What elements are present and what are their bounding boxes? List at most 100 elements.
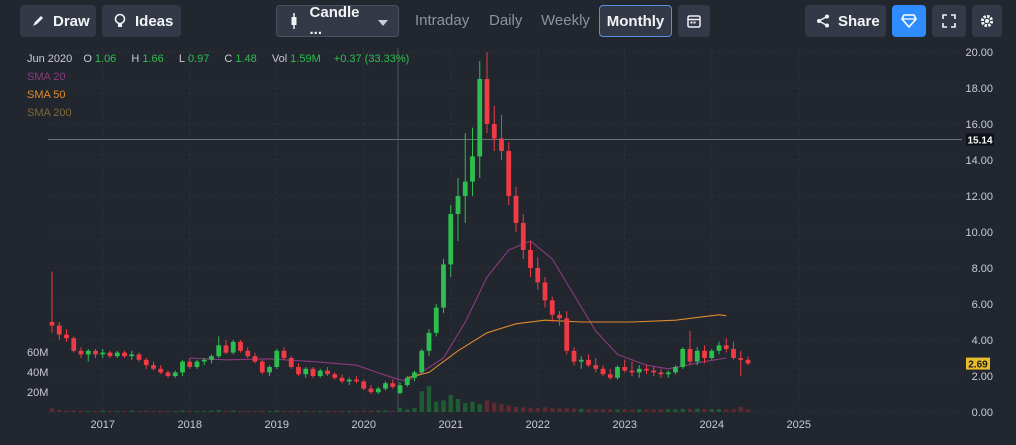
- volume-bar: [731, 408, 736, 412]
- volume-bar: [455, 399, 461, 412]
- volume-bar: [187, 410, 192, 412]
- share-button[interactable]: Share: [805, 5, 886, 37]
- volume-bar: [658, 409, 664, 412]
- candle: [187, 358, 193, 369]
- candle-body: [100, 352, 106, 355]
- candle: [528, 241, 533, 277]
- y-tick-label: 4.00: [972, 335, 993, 347]
- volume-bar: [71, 410, 76, 412]
- candle: [586, 354, 591, 367]
- volume-bar: [93, 410, 98, 412]
- candle-body: [230, 341, 236, 353]
- volume-bar: [136, 410, 142, 412]
- volume-bar: [122, 410, 127, 412]
- candle: [49, 271, 55, 333]
- candle-body: [404, 377, 410, 385]
- settings-button[interactable]: [972, 5, 1002, 37]
- volume-bar: [695, 408, 700, 412]
- candle-body: [491, 124, 497, 139]
- candle-body: [281, 350, 287, 358]
- y-tick-label: 12.00: [965, 191, 993, 203]
- candle-body: [317, 370, 323, 376]
- candle-body: [165, 372, 171, 376]
- tab-weekly[interactable]: Weekly: [541, 12, 590, 29]
- candle-body: [477, 79, 483, 157]
- candle: [317, 368, 323, 378]
- candle-body: [629, 370, 635, 373]
- candle-body: [651, 370, 657, 373]
- candle-body: [419, 350, 425, 373]
- candle-body: [201, 359, 207, 362]
- volume-bar: [64, 410, 69, 412]
- calendar-button[interactable]: [678, 5, 710, 37]
- ideas-button[interactable]: Ideas: [102, 5, 181, 37]
- candle-body: [723, 345, 729, 349]
- candle: [201, 358, 207, 366]
- chart-type-label: Candle ...: [309, 4, 360, 38]
- candle: [114, 350, 120, 358]
- tab-monthly[interactable]: Monthly: [599, 5, 672, 37]
- candle: [636, 365, 642, 378]
- volume-bar: [579, 408, 584, 412]
- candle-body: [462, 181, 468, 196]
- candle-body: [549, 300, 555, 315]
- candle-body: [310, 368, 316, 376]
- candle: [71, 336, 77, 353]
- candle: [172, 370, 178, 378]
- candle-body: [288, 358, 294, 367]
- candle: [731, 341, 736, 360]
- x-tick-label: 2025: [787, 419, 811, 431]
- candle: [477, 61, 483, 178]
- candle-body: [252, 356, 258, 362]
- volume-tick-label: 60M: [27, 347, 48, 359]
- candle: [433, 304, 439, 337]
- premium-button[interactable]: [892, 5, 926, 37]
- volume-bar: [86, 410, 91, 412]
- volume-bar: [209, 410, 214, 412]
- candle-body: [535, 268, 541, 283]
- candle-body: [129, 354, 135, 357]
- volume-bar: [644, 409, 649, 412]
- last-price-label: 2.69: [968, 360, 988, 371]
- candle-body: [448, 214, 454, 265]
- fullscreen-button[interactable]: [932, 5, 966, 37]
- legend-open-value: 1.06: [94, 53, 117, 65]
- volume-bar: [173, 410, 178, 412]
- candle: [209, 354, 214, 364]
- candle: [571, 347, 577, 366]
- volume-bar: [289, 410, 294, 412]
- candle: [491, 106, 497, 151]
- x-tick-label: 2017: [91, 419, 115, 431]
- volume-bar: [405, 409, 410, 412]
- tab-intraday[interactable]: Intraday: [415, 12, 470, 29]
- candle-body: [397, 385, 403, 393]
- volume-bar: [390, 410, 395, 412]
- volume-bar: [383, 410, 388, 412]
- candle-body: [383, 383, 388, 389]
- candle-body: [56, 325, 62, 335]
- calendar-icon: [686, 13, 702, 29]
- legend-change: +0.37 (33.33%): [333, 53, 410, 65]
- candle-body: [158, 368, 164, 373]
- candle-body: [586, 359, 591, 366]
- candle: [745, 356, 751, 366]
- candle: [361, 379, 367, 391]
- candle-body: [216, 345, 222, 357]
- candle: [716, 341, 722, 355]
- volume-bar: [194, 410, 200, 412]
- draw-button[interactable]: Draw: [20, 5, 96, 37]
- chart-type-select[interactable]: Candle ...: [276, 4, 399, 38]
- tab-daily[interactable]: Daily: [489, 12, 523, 29]
- candle-body: [303, 368, 309, 375]
- candle-body: [470, 156, 475, 182]
- candle-body: [694, 350, 700, 362]
- candle: [332, 372, 338, 380]
- candle-body: [136, 354, 142, 360]
- candle: [354, 376, 359, 384]
- candle-body: [557, 314, 562, 319]
- candle: [426, 329, 432, 357]
- candle: [629, 361, 635, 376]
- volume-bar: [151, 410, 156, 412]
- candle: [158, 365, 164, 375]
